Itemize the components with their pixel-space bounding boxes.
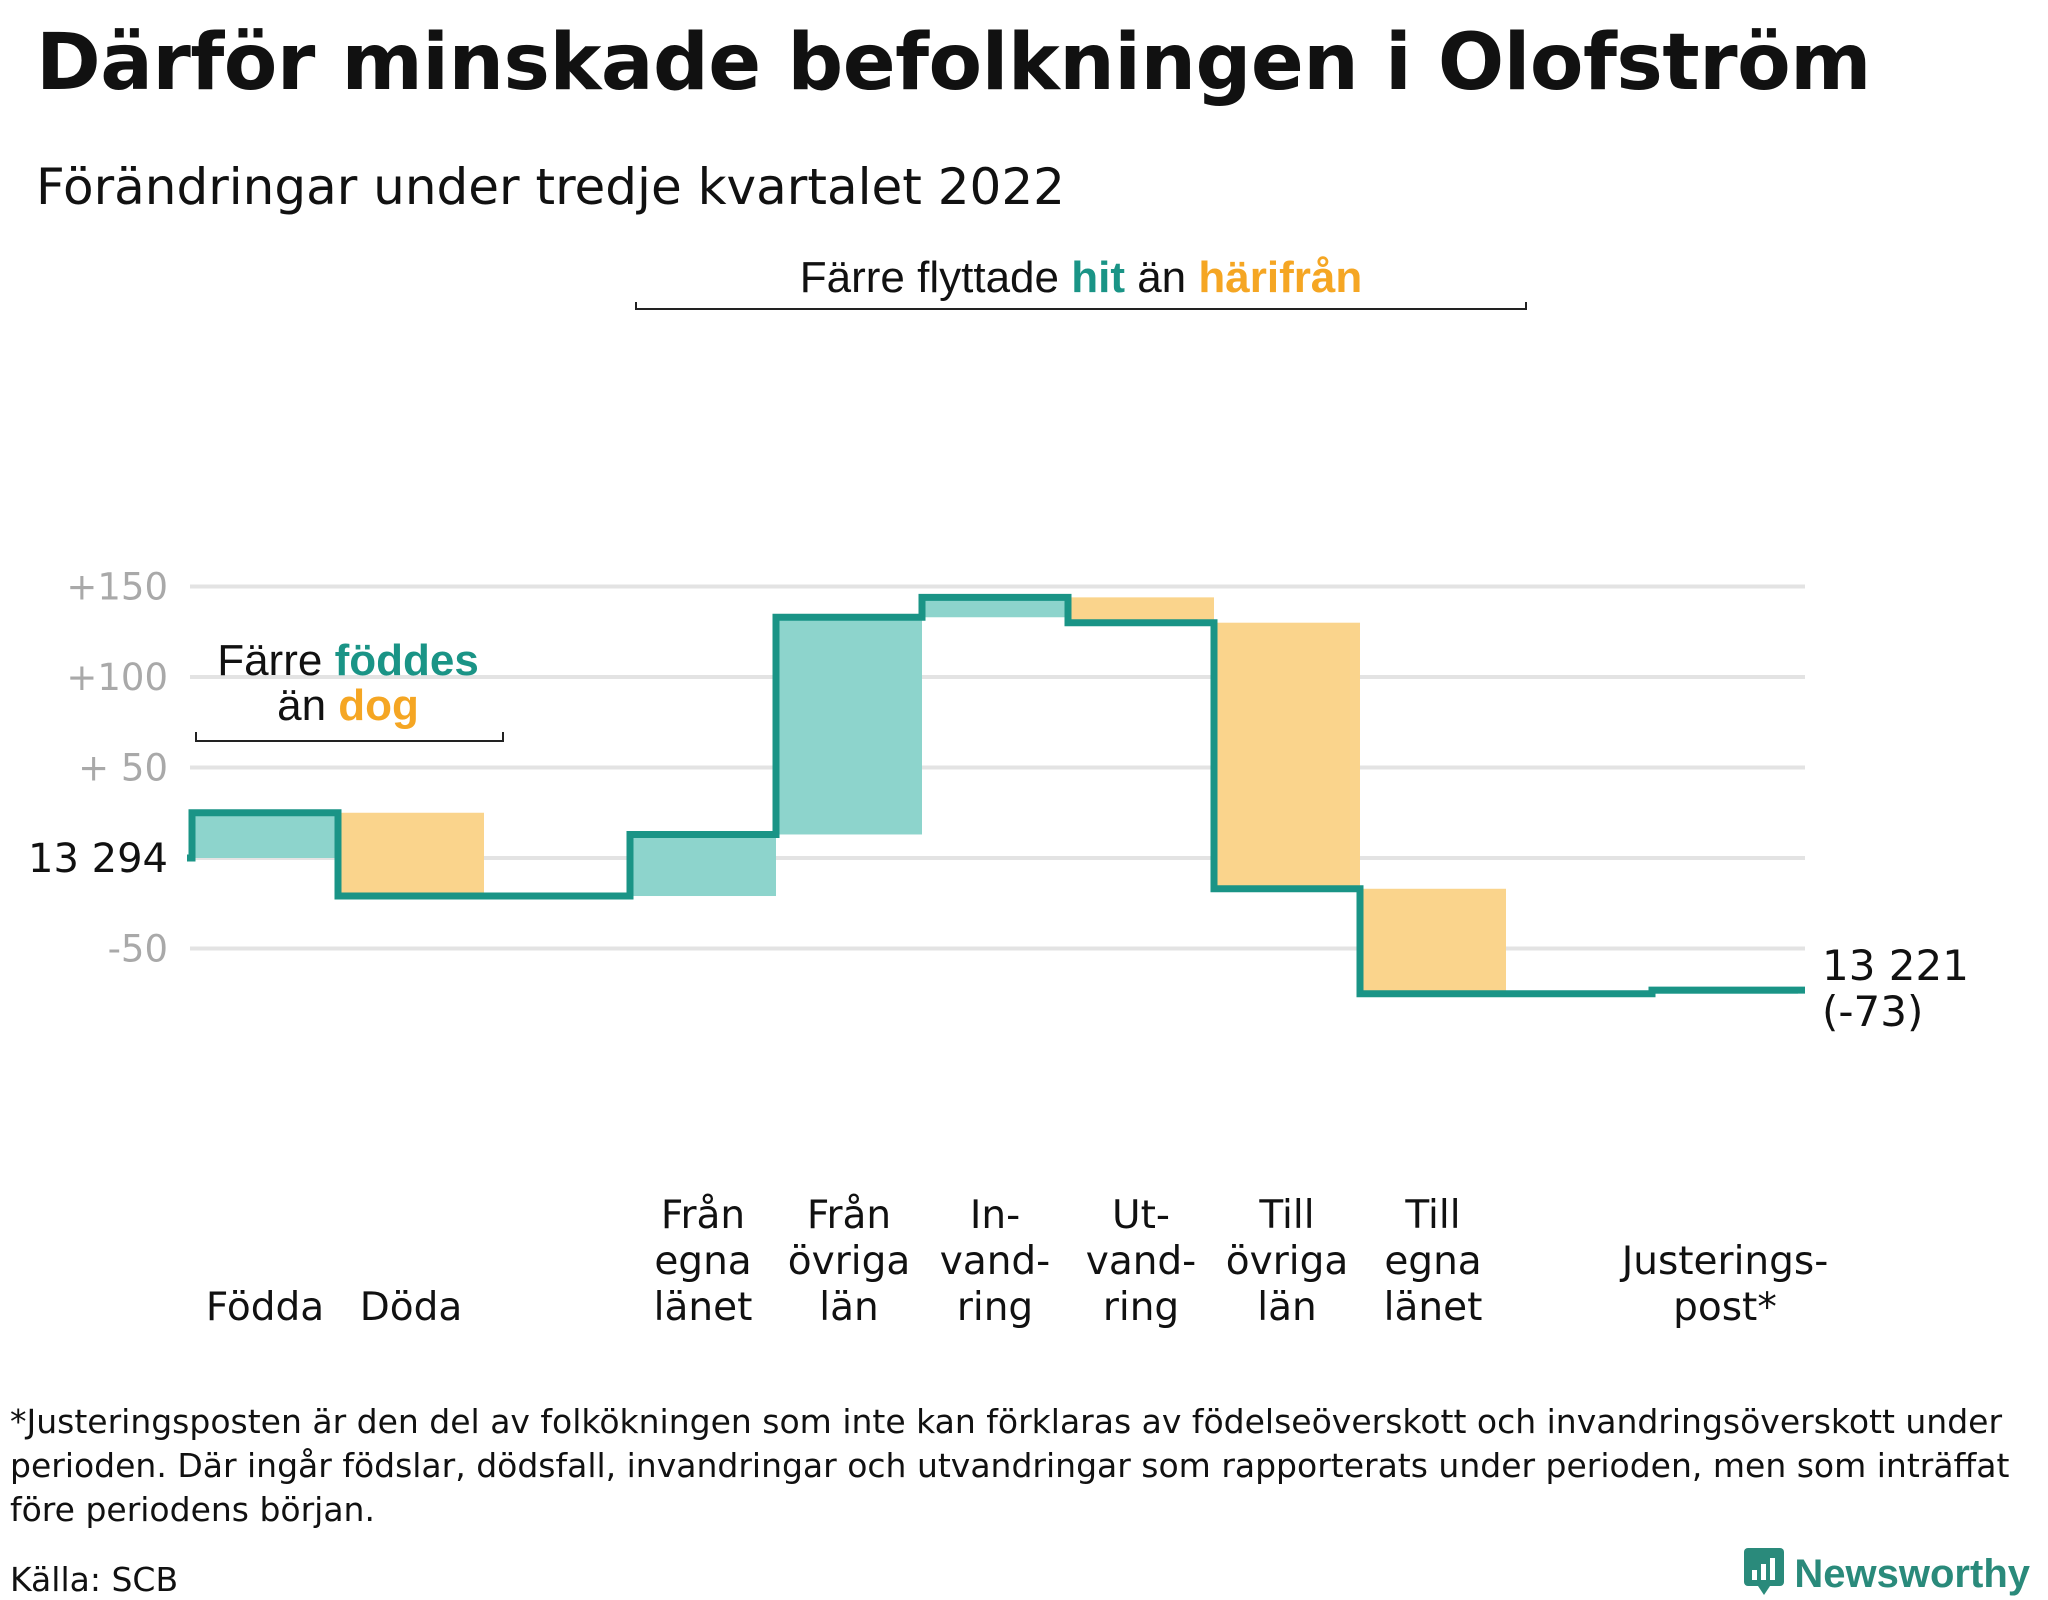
- increase-bar: [630, 834, 776, 897]
- y-tick-label: +100: [66, 656, 168, 699]
- annotation-births-line2: än dog: [277, 681, 419, 730]
- category-label: övriga: [1226, 1239, 1348, 1284]
- running-total-line: [187, 593, 1805, 998]
- annotation-bracket: [195, 732, 504, 742]
- category-label: Justerings-: [1619, 1239, 1829, 1284]
- end-change-label: (-73): [1822, 987, 1923, 1036]
- category-label: egna: [654, 1239, 751, 1284]
- brand-name: Newsworthy: [1794, 1551, 2030, 1596]
- category-label: länet: [1384, 1285, 1483, 1330]
- category-label: Till: [1404, 1193, 1460, 1238]
- category-label: Från: [661, 1193, 745, 1238]
- source-label: Källa: SCB: [10, 1560, 179, 1599]
- category-label: Födda: [206, 1285, 324, 1330]
- end-value-label: 13 221: [1822, 941, 1969, 990]
- category-label: vand-: [1086, 1239, 1197, 1284]
- annotation-births-line1: Färre föddes: [217, 636, 479, 685]
- newsworthy-logo-icon: [1744, 1548, 1785, 1600]
- newsworthy-brand[interactable]: Newsworthy: [1744, 1548, 2030, 1600]
- chart-title: Därför minskade befolkningen i Olofström: [36, 18, 1871, 108]
- category-label: län: [1257, 1285, 1316, 1330]
- category-label: post*: [1673, 1285, 1777, 1330]
- category-label: Från: [807, 1193, 891, 1238]
- y-tick-label: -50: [108, 928, 168, 971]
- y-tick-label: +150: [66, 566, 168, 609]
- increase-bar: [776, 617, 922, 835]
- category-label: ring: [957, 1285, 1033, 1330]
- increase-bar: [922, 597, 1068, 618]
- category-label: In-: [970, 1193, 1020, 1238]
- decrease-bar: [1360, 888, 1506, 994]
- y-tick-label: + 50: [78, 747, 168, 790]
- waterfall-chart: +150 +100 + 50 -50 13 294 13 221(-73) Födda Död…: [28, 253, 1969, 1330]
- decrease-bar: [1214, 622, 1360, 889]
- annotation-bracket: [635, 302, 1527, 310]
- decrease-bar: [1068, 597, 1214, 623]
- footnote: *Justeringsposten är den del av folkökni…: [10, 1402, 2010, 1529]
- category-label: län: [819, 1285, 878, 1330]
- category-label: Ut-: [1112, 1193, 1170, 1238]
- category-label: vand-: [940, 1239, 1051, 1284]
- start-value-label: 13 294: [28, 836, 168, 882]
- annotation-migration: Färre flyttade hit än härifrån: [800, 253, 1362, 302]
- category-label: Till: [1258, 1193, 1314, 1238]
- category-label: Döda: [360, 1285, 463, 1330]
- category-label: övriga: [788, 1239, 910, 1284]
- category-label: egna: [1384, 1239, 1481, 1284]
- category-label: ring: [1103, 1285, 1179, 1330]
- decrease-bar: [338, 812, 484, 897]
- category-label: länet: [654, 1285, 753, 1330]
- increase-bar: [192, 812, 338, 858]
- chart-subtitle: Förändringar under tredje kvartalet 2022: [36, 158, 1065, 216]
